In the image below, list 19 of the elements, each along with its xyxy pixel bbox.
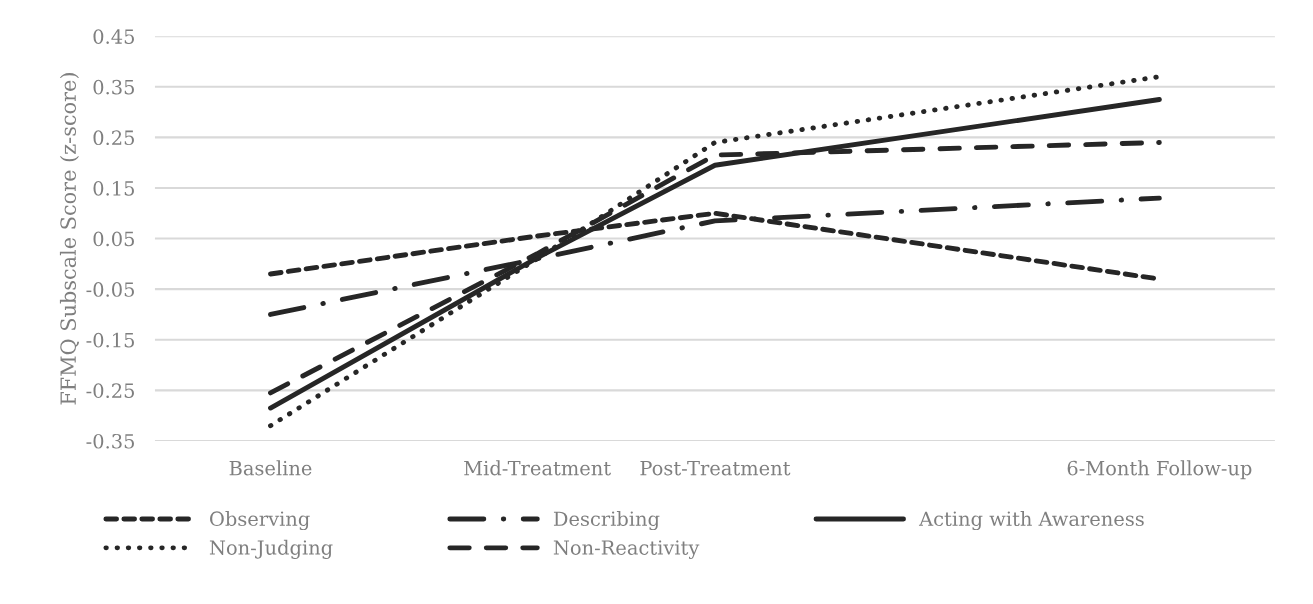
x-tick-label: Baseline: [229, 460, 312, 476]
x-tick-label: Post-Treatment: [640, 460, 791, 476]
y-tick-label: 0.05: [93, 231, 134, 247]
legend-label: Acting with Awareness: [918, 511, 1144, 531]
y-tick-label: -0.15: [86, 332, 134, 348]
y-tick-label: -0.25: [86, 383, 134, 398]
y-tick-label: 0.15: [93, 180, 134, 196]
legend-label: Describing: [553, 511, 660, 531]
y-tick-label: 0.25: [93, 130, 134, 146]
legend-label: Observing: [210, 511, 310, 531]
y-tick-label: -0.05: [86, 282, 134, 297]
y-tick-label: -0.35: [86, 433, 134, 449]
legend-label: Non-Judging: [209, 539, 333, 559]
y-tick-label: 0.45: [93, 29, 134, 44]
legend-label: Non-Reactivity: [553, 540, 700, 559]
y-tick-label: 0.35: [93, 79, 134, 95]
x-tick-label: 6-Month Follow-up: [1067, 460, 1252, 480]
x-tick-label: Mid-Treatment: [464, 460, 611, 476]
y-axis-title: FFMQ Subscale Score (z-score): [59, 73, 80, 405]
